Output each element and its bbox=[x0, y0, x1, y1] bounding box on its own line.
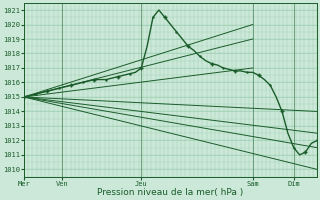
X-axis label: Pression niveau de la mer( hPa ): Pression niveau de la mer( hPa ) bbox=[98, 188, 244, 197]
